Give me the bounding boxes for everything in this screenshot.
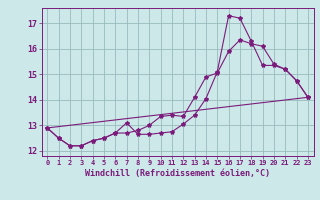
- X-axis label: Windchill (Refroidissement éolien,°C): Windchill (Refroidissement éolien,°C): [85, 169, 270, 178]
